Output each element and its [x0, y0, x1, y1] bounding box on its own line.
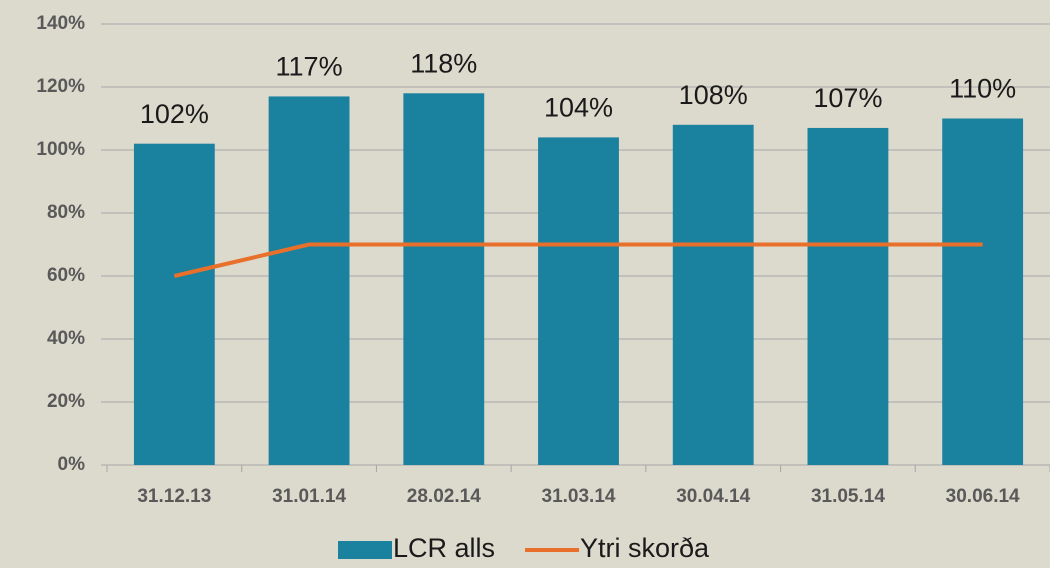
bar: [807, 127, 889, 465]
y-tick-label: 140%: [36, 13, 85, 34]
line: [173, 242, 983, 278]
y-tick-label: 80%: [47, 202, 85, 223]
x-tick-label: 30.06.14: [946, 486, 1020, 507]
y-tick-label: 20%: [47, 391, 85, 412]
legend-label: Ytri skorða: [580, 533, 710, 563]
x-tick-label: 30.04.14: [676, 486, 750, 507]
legend-label: LCR alls: [393, 533, 495, 563]
x-tick-label: 31.01.14: [272, 486, 346, 507]
bar: [672, 124, 754, 466]
data-label: 117%: [276, 52, 343, 82]
y-tick-label: 100%: [36, 139, 85, 160]
legend-swatch: [338, 541, 392, 559]
x-tick-label: 31.05.14: [811, 486, 885, 507]
y-tick-label: 0%: [58, 454, 86, 475]
y-tick-label: 120%: [36, 76, 85, 97]
data-label: 102%: [140, 99, 209, 129]
data-label: 110%: [949, 74, 1016, 104]
data-label: 118%: [410, 48, 477, 78]
data-label: 104%: [544, 93, 613, 123]
data-label: 108%: [679, 80, 748, 110]
bar: [942, 118, 1024, 465]
bar: [403, 93, 485, 466]
bar: [268, 96, 350, 465]
bar: [538, 137, 619, 465]
x-tick-label: 31.12.13: [137, 486, 211, 507]
x-tick-label: 31.03.14: [542, 486, 616, 507]
bar: [133, 143, 215, 465]
data-label: 107%: [813, 83, 882, 113]
x-tick-label: 28.02.14: [407, 486, 481, 507]
y-tick-label: 60%: [47, 265, 85, 286]
y-tick-label: 40%: [47, 328, 85, 349]
